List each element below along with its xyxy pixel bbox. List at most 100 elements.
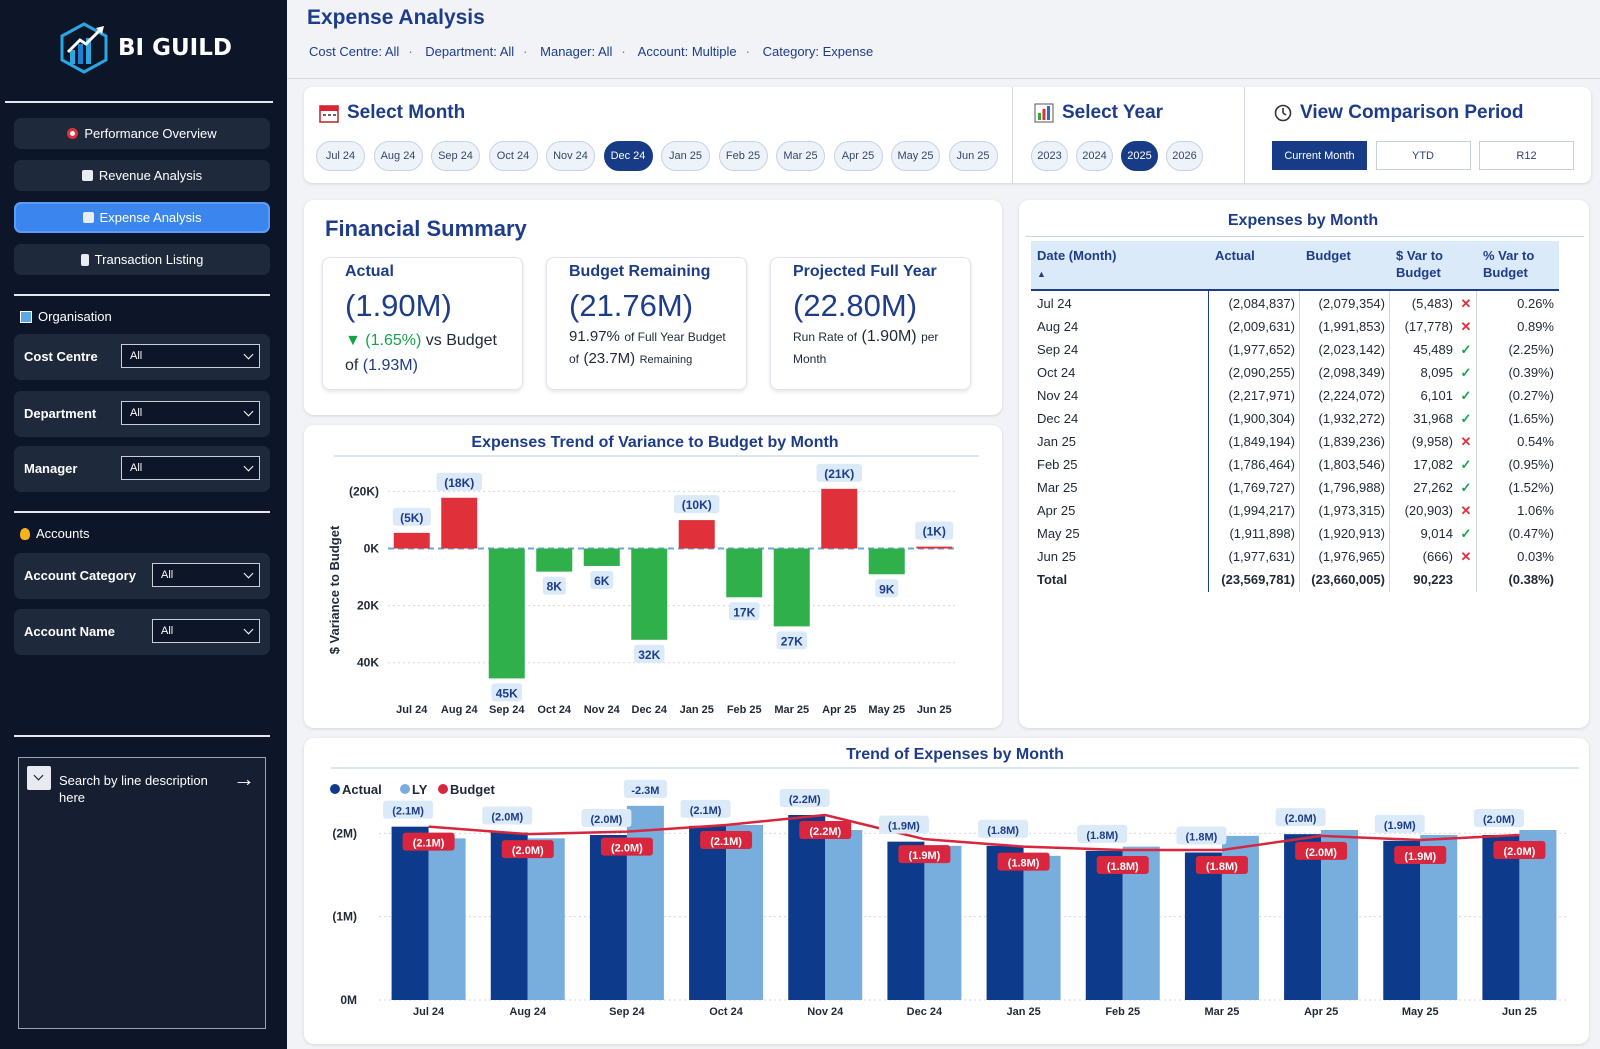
x-tick-label: Nov 24 [584, 704, 621, 716]
budget-label: (2.0M) [611, 843, 643, 855]
ly-bar [626, 805, 664, 1000]
kpi-value: (21.76M) [569, 288, 694, 323]
variance-bar [583, 548, 620, 566]
y-tick-label: 0K [364, 542, 380, 556]
month-pill[interactable]: Mar 25 [776, 141, 825, 171]
nav-revenue-analysis[interactable]: Revenue Analysis [14, 160, 270, 191]
year-pill[interactable]: 2026 [1166, 141, 1203, 171]
month-pill[interactable]: Jun 25 [948, 141, 998, 171]
actual-label: (2.1M) [392, 806, 424, 818]
month-pill[interactable]: Nov 24 [546, 141, 595, 171]
header-var[interactable]: $ Var to Budget [1396, 248, 1443, 280]
cell-budget: (1,976,965) [1318, 549, 1386, 564]
comparison-button[interactable]: R12 [1479, 141, 1574, 170]
comparison-button[interactable]: Current Month [1272, 141, 1367, 170]
variance-bar [916, 546, 953, 549]
x-tick-label: Jan 25 [1006, 1006, 1040, 1018]
divider [1026, 236, 1584, 237]
month-pill[interactable]: Dec 24 [603, 141, 653, 171]
check-icon: ✓ [1460, 457, 1472, 472]
data-label: (18K) [444, 476, 474, 490]
manager-select[interactable]: All [121, 456, 260, 480]
nav-label: Transaction Listing [94, 252, 204, 267]
header-date[interactable]: Date (Month) ▲ [1037, 248, 1117, 279]
nav-expense-analysis[interactable]: Expense Analysis [14, 202, 270, 233]
x-tick-label: Aug 24 [509, 1006, 547, 1018]
account-category-select[interactable]: All [152, 563, 260, 587]
divider [14, 294, 270, 296]
budget-label: (1.9M) [1404, 851, 1436, 863]
actual-bar [391, 826, 429, 1000]
month-pill[interactable]: Feb 25 [718, 141, 768, 171]
column-divider [1299, 291, 1300, 592]
sort-asc-icon[interactable]: ▲ [1037, 269, 1046, 279]
budget-label-bg [1493, 841, 1546, 859]
divider [1012, 87, 1013, 183]
actual-label-bg [581, 809, 632, 827]
cell-month: Mar 25 [1037, 480, 1078, 495]
table-row: Mar 25 (1,769,727) (1,796,988) 27,262 (1.52%… [1031, 476, 1559, 499]
separator: · [745, 44, 750, 59]
x-tick-label: Feb 25 [727, 704, 762, 716]
data-label: 9K [879, 582, 895, 596]
table-header: Date (Month) ▲ Actual Budget $ Var to Bud… [1031, 241, 1559, 291]
check-icon: ✓ [1460, 526, 1472, 541]
budget-label: (2.2M) [809, 826, 841, 838]
financial-summary-title: Financial Summary [325, 216, 527, 241]
actual-label: (1.8M) [1086, 830, 1118, 842]
nav-performance-overview[interactable]: Performance Overview [14, 118, 270, 149]
budget-label-bg [1394, 846, 1447, 864]
month-pill[interactable]: Sep 24 [431, 141, 480, 171]
x-tick-label: Feb 25 [1105, 1006, 1140, 1018]
cell-actual: (1,911,898) [1229, 526, 1295, 541]
nav-transaction-listing[interactable]: Transaction Listing [14, 244, 270, 275]
budget-line [428, 813, 1520, 852]
comparison-button[interactable]: YTD [1375, 141, 1471, 170]
line-description-search[interactable]: Search by line description here → [18, 757, 266, 1029]
table-total-row: Total (23,569,781) (23,660,005) 90,223 (0.38… [1031, 568, 1559, 591]
month-pill[interactable]: Aug 24 [373, 141, 423, 171]
cell-var: 31,968 [1413, 411, 1453, 426]
header-actual[interactable]: Actual [1215, 248, 1255, 263]
actual-label-bg [482, 806, 533, 825]
ly-bar [428, 838, 466, 1000]
cell-month: Jul 24 [1037, 296, 1072, 311]
cell-budget: (2,098,349) [1318, 365, 1386, 380]
data-label: 32K [638, 648, 660, 662]
header-pct[interactable]: % Var to Budget [1483, 248, 1535, 280]
month-pill[interactable]: May 25 [891, 141, 940, 171]
arrow-right-icon[interactable]: → [233, 766, 255, 791]
year-pill[interactable]: 2023 [1031, 141, 1068, 171]
year-pill[interactable]: 2025 [1121, 141, 1158, 171]
chart-up-icon [81, 170, 93, 181]
chevron-down-icon[interactable] [27, 766, 51, 790]
cell-budget: (2,023,142) [1318, 342, 1386, 357]
cost-centre-select[interactable]: All [121, 344, 260, 368]
actual-bar [887, 841, 925, 1000]
month-pill[interactable]: Jul 24 [316, 141, 365, 171]
x-tick-label: Jun 25 [1502, 1006, 1537, 1018]
month-pill[interactable]: Jan 25 [661, 141, 710, 171]
comparison-title: View Comparison Period [1274, 102, 1523, 124]
data-label-bg [875, 579, 899, 598]
brand-name: BI GUILD [118, 35, 232, 61]
search-placeholder[interactable]: Search by line description here [59, 773, 208, 805]
year-pill[interactable]: 2024 [1076, 141, 1113, 171]
department-select[interactable]: All [121, 401, 260, 425]
title-text: View Comparison Period [1300, 102, 1524, 123]
header-budget[interactable]: Budget [1306, 248, 1351, 263]
x-tick-label: Apr 25 [822, 704, 856, 716]
account-name-select[interactable]: All [152, 619, 260, 643]
month-pill[interactable]: Oct 24 [488, 141, 538, 171]
actual-label-bg [978, 819, 1029, 838]
kpi-projected-full-year: Projected Full Year (22.80M) Run Rate of… [770, 257, 971, 390]
cell-month: Aug 24 [1037, 319, 1079, 334]
cell-pct: (0.95%) [1508, 457, 1554, 472]
variance-bar [868, 548, 905, 575]
divider [5, 101, 273, 103]
actual-bar [986, 845, 1024, 1000]
month-pill[interactable]: Apr 25 [833, 141, 883, 171]
cell-var: 9,014 [1420, 526, 1453, 541]
select-value: All [130, 407, 143, 419]
cell-actual: (1,994,217) [1228, 503, 1296, 518]
